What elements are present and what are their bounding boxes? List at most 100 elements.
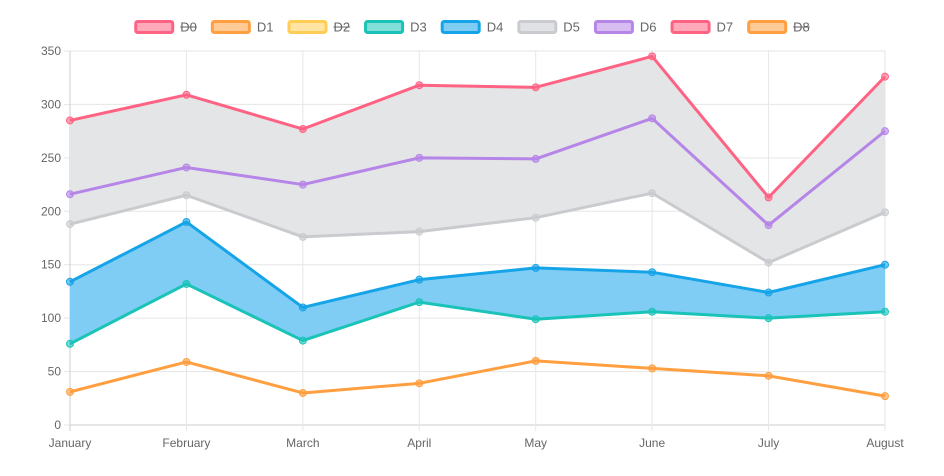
x-tick-label: February — [162, 436, 210, 450]
legend-swatch — [287, 20, 328, 34]
legend-item-d3[interactable]: D3 — [364, 20, 427, 35]
legend-item-d1[interactable]: D1 — [210, 20, 274, 35]
data-point-d6[interactable] — [298, 180, 307, 189]
series-line-d6 — [69, 116, 886, 227]
data-point-d3[interactable] — [182, 279, 191, 288]
y-tick-label: 150 — [41, 258, 61, 272]
series-lines — [69, 54, 887, 398]
legend-item-d0[interactable]: D0 — [134, 20, 197, 35]
legend-label: D5 — [563, 20, 580, 35]
data-point-d3[interactable] — [66, 339, 74, 348]
x-tick-label: August — [866, 436, 904, 450]
data-point-d7[interactable] — [531, 83, 540, 92]
series-line-d3 — [69, 282, 886, 346]
data-point-d5[interactable] — [881, 208, 889, 217]
data-point-d7[interactable] — [881, 72, 889, 81]
y-tick-label: 100 — [41, 311, 61, 325]
series-line-d4 — [69, 220, 886, 309]
data-point-d6[interactable] — [881, 127, 889, 136]
y-axis: 0 50 100 150 200 250 300 350 — [41, 44, 61, 432]
legend-item-d4[interactable]: D4 — [440, 20, 504, 35]
data-point-d6[interactable] — [764, 221, 773, 230]
legend-swatch — [593, 20, 634, 34]
y-tick-label: 200 — [41, 204, 61, 218]
x-tick-label: May — [524, 436, 547, 450]
y-tick-label: 350 — [41, 44, 61, 58]
data-point-d4[interactable] — [182, 217, 191, 226]
legend-item-d5[interactable]: D5 — [517, 20, 580, 35]
legend-label: D1 — [257, 20, 274, 35]
data-point-d7[interactable] — [415, 81, 424, 90]
data-point-d3[interactable] — [415, 298, 424, 307]
data-point-d4[interactable] — [881, 260, 889, 269]
data-point-d7[interactable] — [182, 90, 191, 99]
legend-label: D7 — [717, 20, 734, 35]
data-point-d7[interactable] — [764, 193, 773, 202]
data-point-d4[interactable] — [531, 263, 540, 272]
data-point-d6[interactable] — [531, 154, 540, 163]
legend-swatch — [517, 20, 558, 34]
data-point-d3[interactable] — [648, 307, 657, 316]
legend-swatch — [364, 20, 405, 34]
series-line-d1 — [69, 359, 886, 398]
series-points — [66, 52, 889, 401]
data-point-d5[interactable] — [764, 258, 773, 267]
legend-item-d6[interactable]: D6 — [593, 20, 657, 35]
area-fill-d4 — [70, 221, 885, 344]
data-point-d6[interactable] — [648, 114, 657, 123]
legend-swatch — [210, 20, 251, 34]
legend-item-d7[interactable]: D7 — [670, 20, 734, 35]
area-fills — [70, 56, 885, 344]
x-tick-label: July — [758, 436, 779, 450]
x-tick-label: June — [639, 436, 665, 450]
data-point-d6[interactable] — [66, 190, 74, 199]
data-point-d5[interactable] — [415, 227, 424, 236]
data-point-d3[interactable] — [881, 307, 889, 316]
legend-swatch — [747, 20, 788, 34]
legend[interactable]: D0 D1 D2 D3 D4 D5 D6 D7 D8 — [134, 20, 810, 35]
data-point-d7[interactable] — [298, 125, 307, 134]
data-point-d1[interactable] — [415, 379, 424, 388]
legend-item-d8[interactable]: D8 — [747, 20, 810, 35]
data-point-d7[interactable] — [648, 52, 657, 61]
data-point-d6[interactable] — [415, 153, 424, 162]
legend-swatch — [440, 20, 481, 34]
y-tick-label: 300 — [41, 97, 61, 111]
legend-item-d2[interactable]: D2 — [287, 20, 350, 35]
data-point-d1[interactable] — [648, 364, 657, 373]
data-point-d4[interactable] — [298, 303, 307, 312]
data-point-d4[interactable] — [66, 277, 74, 286]
data-point-d5[interactable] — [182, 191, 191, 200]
data-point-d5[interactable] — [531, 213, 540, 222]
data-point-d1[interactable] — [531, 356, 540, 365]
legend-swatch — [670, 20, 711, 34]
data-point-d3[interactable] — [531, 315, 540, 324]
data-point-d4[interactable] — [415, 275, 424, 284]
data-point-d3[interactable] — [764, 314, 773, 323]
y-tick-label: 250 — [41, 151, 61, 165]
y-tick-label: 0 — [54, 418, 61, 432]
legend-label: D6 — [640, 20, 657, 35]
x-tick-label: March — [286, 436, 319, 450]
data-point-d5[interactable] — [298, 232, 307, 241]
x-tick-label: April — [407, 436, 431, 450]
x-tick-label: January — [49, 436, 92, 450]
series-line-d5 — [69, 191, 886, 265]
data-point-d5[interactable] — [648, 189, 657, 198]
legend-label: D4 — [487, 20, 504, 35]
legend-label: D3 — [410, 20, 427, 35]
y-tick-label: 50 — [48, 365, 62, 379]
data-point-d6[interactable] — [182, 163, 191, 172]
data-point-d4[interactable] — [764, 288, 773, 297]
data-point-d1[interactable] — [66, 387, 74, 396]
data-point-d1[interactable] — [764, 371, 773, 380]
data-point-d1[interactable] — [298, 388, 307, 397]
data-point-d4[interactable] — [648, 268, 657, 277]
data-point-d5[interactable] — [66, 220, 74, 229]
legend-swatch — [134, 20, 175, 34]
data-point-d1[interactable] — [881, 392, 889, 401]
data-point-d7[interactable] — [66, 116, 74, 125]
data-point-d3[interactable] — [298, 336, 307, 345]
data-point-d1[interactable] — [182, 357, 191, 366]
